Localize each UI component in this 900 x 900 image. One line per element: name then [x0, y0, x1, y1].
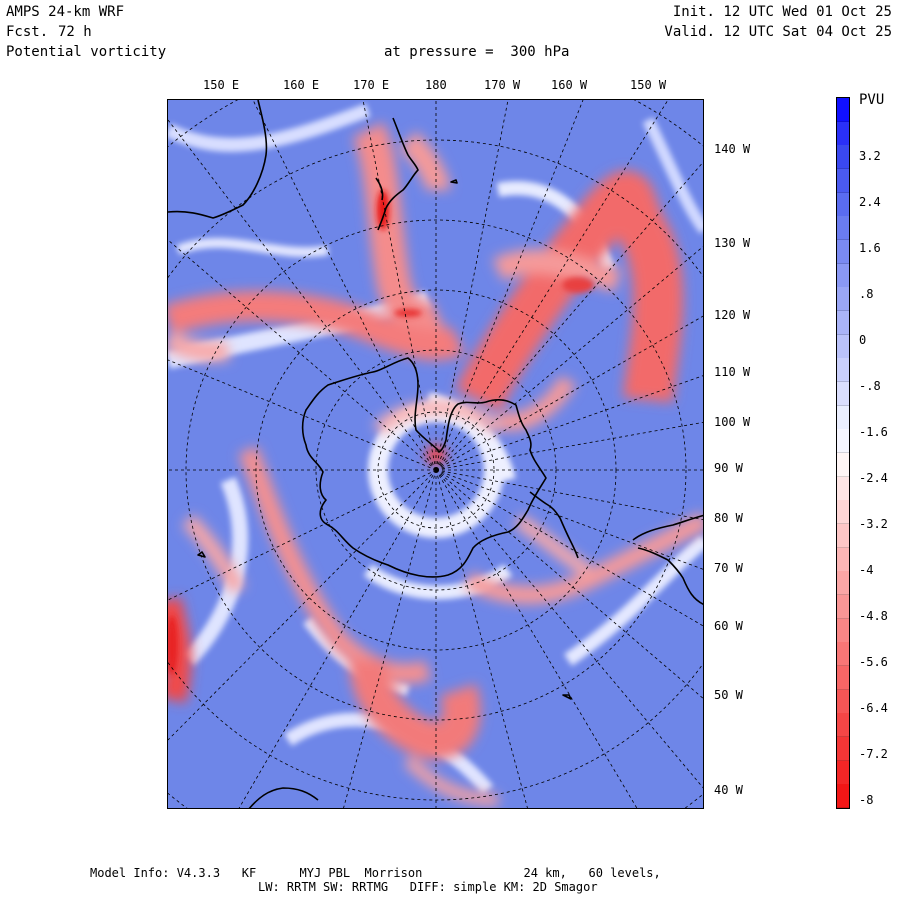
- top-longitude-label: 160 E: [283, 78, 320, 92]
- colorbar-segment: [837, 571, 849, 596]
- colorbar-segment: [837, 453, 849, 478]
- colorbar-label: -.8: [859, 379, 881, 393]
- right-longitude-label: 50 W: [714, 688, 743, 702]
- negative-pv-regions: [168, 122, 703, 806]
- right-longitude-label: 60 W: [714, 619, 743, 633]
- colorbar-unit: PVU: [859, 92, 885, 108]
- right-longitude-label: 140 W: [714, 142, 751, 156]
- colorbar-segment: [837, 169, 849, 194]
- south-america-coastline: [632, 514, 703, 605]
- pressure-level: at pressure = 300 hPa: [384, 44, 570, 60]
- colorbar-label: -5.6: [859, 655, 888, 669]
- meridian-lines: [168, 100, 703, 808]
- strong-negative-cores: [168, 190, 594, 675]
- colorbar-segment: [837, 216, 849, 241]
- colorbar-segment: [837, 287, 849, 312]
- colorbar-segment: [837, 145, 849, 170]
- island: [197, 551, 206, 558]
- colorbar-segment: [837, 689, 849, 714]
- model-info-line: Model Info: V4.3.3 KF MYJ PBL Morrison 2…: [90, 866, 661, 880]
- colorbar-segment: [837, 737, 849, 762]
- right-longitude-label: 80 W: [714, 511, 743, 525]
- colorbar-segment: [837, 358, 849, 383]
- map-svg: [168, 100, 703, 808]
- colorbar-segment: [837, 760, 849, 785]
- colorbar-segment: [837, 98, 849, 123]
- colorbar-segment: [837, 713, 849, 738]
- colorbar-label: -7.2: [859, 747, 888, 761]
- right-longitude-label: 40 W: [714, 783, 743, 797]
- africa-coastline: [248, 787, 319, 808]
- island: [562, 694, 572, 700]
- top-longitude-label: 170 E: [353, 78, 390, 92]
- colorbar-segment: [837, 547, 849, 572]
- top-longitude-label: 150 W: [630, 78, 667, 92]
- colorbar-label: -6.4: [859, 701, 888, 715]
- colorbar-label: 1.6: [859, 241, 881, 255]
- right-longitude-label: 110 W: [714, 365, 751, 379]
- init-time: Init. 12 UTC Wed 01 Oct 25: [672, 4, 892, 20]
- australia-coastline: [168, 100, 268, 219]
- colorbar-segment: [837, 524, 849, 549]
- colorbar-segment: [837, 666, 849, 691]
- model-title: AMPS 24-km WRF: [6, 4, 125, 20]
- colorbar-label: .8: [859, 287, 874, 301]
- colorbar-segment: [837, 192, 849, 217]
- antarctic-peninsula-coastline: [529, 491, 579, 559]
- right-longitude-label: 100 W: [714, 415, 751, 429]
- coastlines: [168, 100, 703, 808]
- physics-info-line: LW: RRTM SW: RRTMG DIFF: simple KM: 2D S…: [258, 880, 598, 894]
- colorbar: [836, 97, 850, 809]
- colorbar-segment: [837, 263, 849, 288]
- colorbar-label: -4.8: [859, 609, 888, 623]
- potential-vorticity-map: [167, 99, 704, 809]
- colorbar-segment: [837, 121, 849, 146]
- colorbar-label: -8: [859, 793, 874, 807]
- colorbar-segment: [837, 405, 849, 430]
- forecast-hour: 72 h: [58, 24, 92, 40]
- top-longitude-label: 170 W: [484, 78, 521, 92]
- colorbar-label: 3.2: [859, 149, 881, 163]
- right-longitude-label: 70 W: [714, 561, 743, 575]
- colorbar-label: -4: [859, 563, 874, 577]
- field-name: Potential vorticity: [6, 44, 167, 60]
- colorbar-segment: [837, 429, 849, 454]
- top-longitude-label: 150 E: [203, 78, 240, 92]
- new-zealand-coastline: [375, 117, 419, 231]
- colorbar-segment: [837, 784, 849, 809]
- antarctica-coastline: [301, 357, 547, 578]
- colorbar-label: 0: [859, 333, 867, 347]
- colorbar-label: 2.4: [859, 195, 881, 209]
- forecast-label: Fcst.: [6, 24, 49, 40]
- top-longitude-label: 160 W: [551, 78, 588, 92]
- colorbar-label: -2.4: [859, 471, 888, 485]
- colorbar-segment: [837, 476, 849, 501]
- valid-time: Valid. 12 UTC Sat 04 Oct 25: [664, 24, 892, 40]
- colorbar-segment: [837, 595, 849, 620]
- island: [450, 179, 458, 184]
- top-longitude-label: 180: [425, 78, 447, 92]
- right-longitude-label: 90 W: [714, 461, 743, 475]
- colorbar-label: -1.6: [859, 425, 888, 439]
- colorbar-segment: [837, 334, 849, 359]
- colorbar-segment: [837, 311, 849, 336]
- colorbar-segment: [837, 240, 849, 265]
- colorbar-label: -3.2: [859, 517, 888, 531]
- right-longitude-label: 120 W: [714, 308, 751, 322]
- colorbar-segment: [837, 382, 849, 407]
- colorbar-segment: [837, 618, 849, 643]
- right-longitude-label: 130 W: [714, 236, 751, 250]
- colorbar-segment: [837, 642, 849, 667]
- colorbar-segment: [837, 500, 849, 525]
